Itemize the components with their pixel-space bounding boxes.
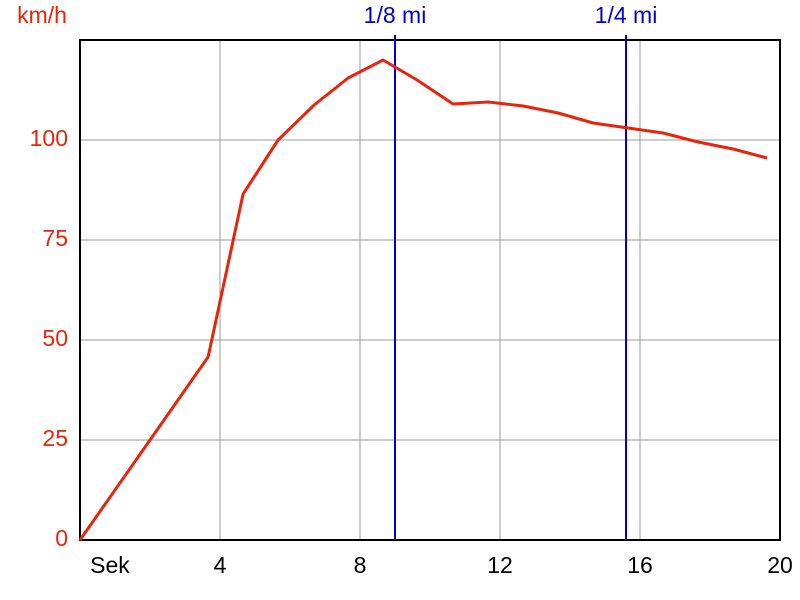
- y-axis-label: km/h: [17, 2, 67, 28]
- y-tick-label: 25: [42, 425, 68, 451]
- distance-marker-label: 1/8 mi: [364, 2, 427, 28]
- x-tick-label: 16: [627, 552, 653, 578]
- distance-marker-label: 1/4 mi: [595, 2, 658, 28]
- plot-frame: [79, 39, 781, 541]
- y-tick-label: 0: [55, 525, 68, 551]
- y-tick-label: 50: [42, 325, 68, 351]
- x-axis-label: Sek: [90, 552, 130, 578]
- x-tick-label: 4: [214, 552, 227, 578]
- x-tick-label: 8: [354, 552, 367, 578]
- y-tick-label: 75: [42, 225, 68, 251]
- speed-line: [78, 58, 768, 541]
- y-tick-label: 100: [30, 125, 68, 151]
- x-tick-label: 20: [767, 552, 793, 578]
- x-tick-label: 12: [487, 552, 513, 578]
